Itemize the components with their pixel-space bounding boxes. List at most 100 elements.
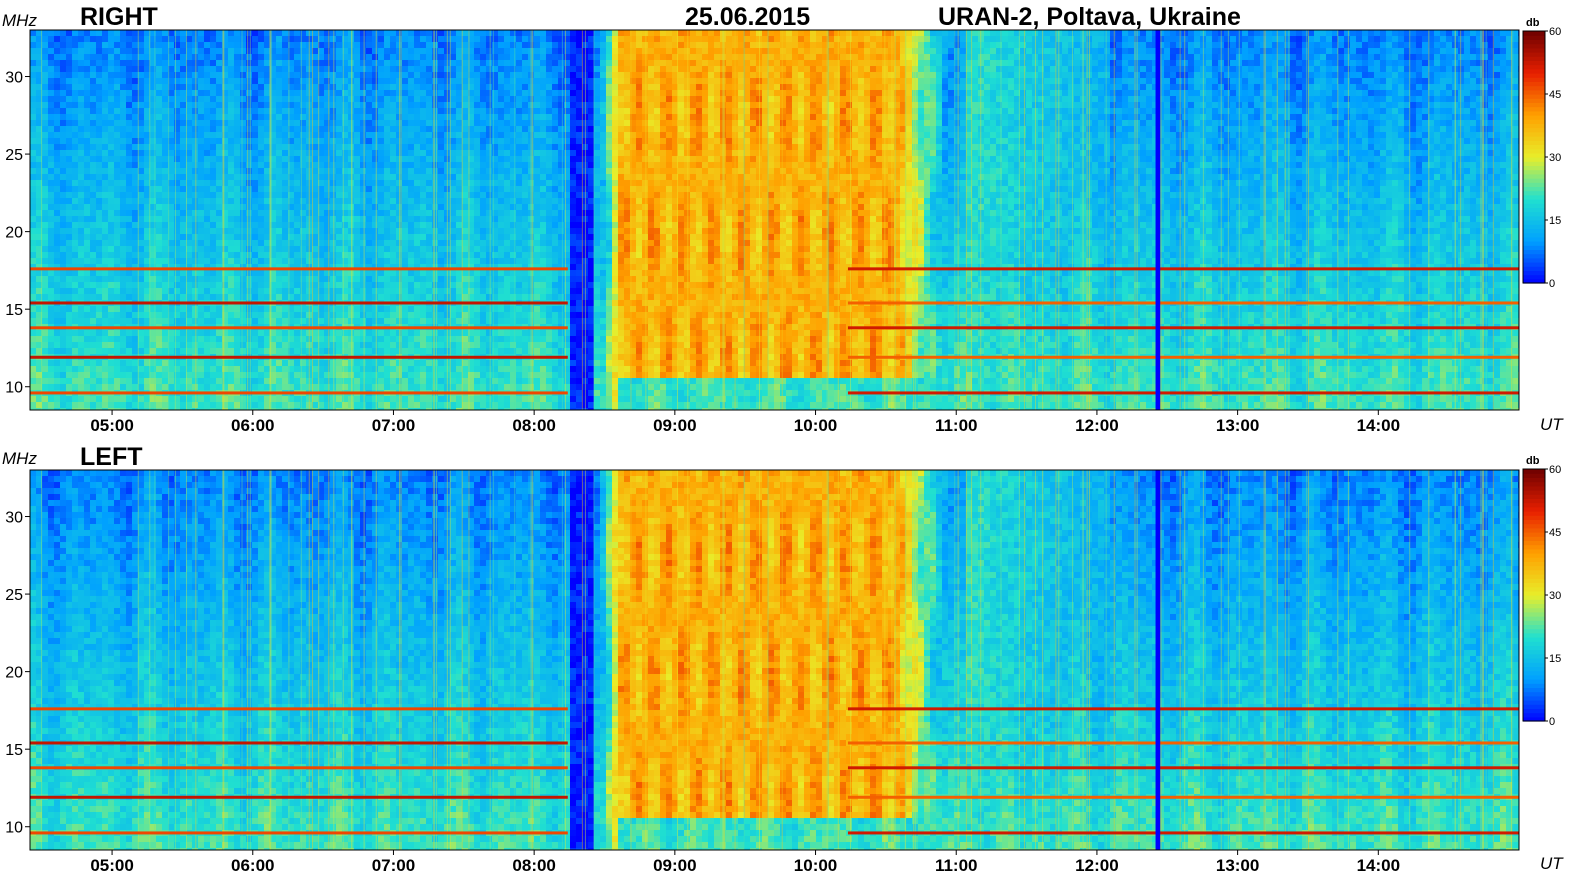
interference-streak [400,470,402,850]
interference-streak [249,470,251,850]
interference-streak [270,470,272,850]
interference-streak [1454,30,1456,410]
interference-streak [149,470,151,850]
x-tick-label: 14:00 [1357,416,1400,435]
interference-streak [1071,470,1073,850]
x-tick-label: 13:00 [1216,856,1259,875]
x-tick-label: 14:00 [1357,856,1400,875]
interference-streak [514,470,516,850]
interference-band [30,795,568,799]
interference-band [847,267,1519,271]
interference-streak [318,470,320,850]
interference-streak [723,470,725,850]
interference-streak [584,30,586,410]
interference-streak [41,30,43,410]
interference-streak [270,30,272,410]
interference-streak [300,30,302,410]
y-tick-label: 10 [5,380,23,397]
interference-streak [593,30,595,410]
interference-streak [913,30,915,410]
interference-streak [1160,30,1162,410]
x-tick-label: 06:00 [231,416,274,435]
interference-streak [645,30,647,410]
interference-streak [564,470,566,850]
interference-streak [645,470,647,850]
interference-streak [630,30,632,410]
interference-band [847,391,1519,395]
interference-streak [1000,470,1002,850]
interference-streak [581,470,583,850]
colorbar: 0 15 30 45 60 db [1522,455,1561,728]
interference-streak [837,30,839,410]
interference-streak [1034,470,1036,850]
interference-streak [1485,470,1487,850]
spectrogram-panel-left [30,470,1519,850]
interference-streak [175,30,177,410]
interference-streak [904,470,906,850]
interference-streak [1071,30,1073,410]
interference-streak [1276,470,1278,850]
interference-streak [1034,30,1036,410]
interference-streak [905,30,907,410]
colorbar-tick-label: 60 [1549,464,1561,476]
interference-streak [342,470,344,850]
interference-streak [980,30,982,410]
interference-streak [1454,30,1456,410]
interference-streak [1337,30,1339,410]
interference-streak [1511,30,1513,410]
interference-streak [530,30,532,410]
x-unit-left: UT [1540,855,1563,872]
interference-streak [723,30,725,410]
y-unit-left: MHz [2,450,37,467]
interference-streak [1263,470,1265,850]
interference-streak [850,30,852,410]
x-tick-label: 12:00 [1075,416,1118,435]
interference-streak [723,470,725,850]
interference-streak [677,470,679,850]
interference-streak [1184,30,1186,410]
interference-streak [435,470,437,850]
colorbar-tick-label: 15 [1549,653,1561,665]
interference-streak [1089,470,1091,850]
interference-streak [175,470,177,850]
interference-streak [1058,30,1060,410]
interference-band [847,707,1519,711]
colorbar: 0 15 30 45 60 db [1522,17,1561,290]
x-tick-label: 08:00 [512,856,555,875]
interference-streak [1136,30,1138,410]
interference-streak [1227,30,1229,410]
interference-streak [363,30,365,410]
interference-streak [1284,470,1286,850]
interference-streak [489,30,491,410]
interference-streak [342,30,344,410]
y-tick-label: 20 [5,665,23,682]
x-tick-label: 10:00 [794,856,837,875]
interference-streak [1081,470,1083,850]
x-tick-label: 06:00 [231,856,274,875]
interference-streak [1306,30,1308,410]
interference-streak [914,30,916,410]
x-tick-label: 13:00 [1216,416,1259,435]
colorbar-tick-label: 30 [1549,152,1561,164]
interference-streak [333,30,335,410]
interference-streak [1134,30,1136,410]
interference-streak [223,30,225,410]
interference-streak [1042,30,1044,410]
interference-streak [532,470,534,850]
interference-streak [584,470,586,850]
interference-streak [1485,30,1487,410]
interference-streak [723,30,725,410]
interference-streak [154,30,156,410]
interference-streak [328,470,330,850]
interference-streak [154,470,156,850]
interference-streak [351,30,353,410]
interference-streak [1263,30,1265,410]
x-tick-label: 07:00 [372,856,415,875]
interference-streak [195,30,197,410]
interference-streak [1276,30,1278,410]
interference-streak [271,470,273,850]
interference-streak [957,470,959,850]
interference-streak [288,470,290,850]
interference-streak [677,30,679,410]
interference-streak [980,470,982,850]
